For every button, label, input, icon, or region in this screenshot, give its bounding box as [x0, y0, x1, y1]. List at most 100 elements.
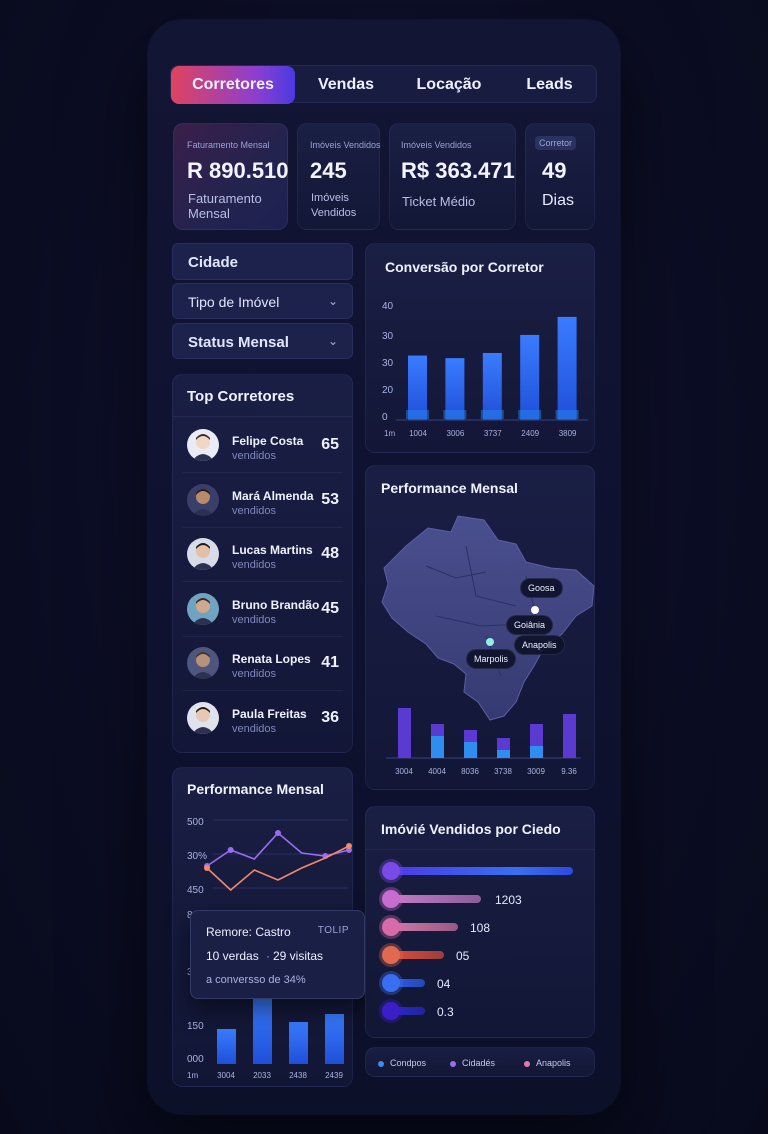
city-bar[interactable]: [388, 951, 444, 959]
tooltip-conversion: a conversso de 34%: [206, 974, 306, 986]
bar-base: [480, 410, 504, 419]
kpi-value: 245: [310, 158, 347, 183]
x-tick-label: 2409: [521, 429, 539, 438]
broker-row[interactable]: Mará Almenda vendidos 53: [173, 474, 353, 528]
city-bar-dot: [382, 862, 400, 880]
tab-vendas[interactable]: Vendas: [317, 76, 375, 93]
map-pin[interactable]: [531, 606, 539, 614]
legend-dot: [378, 1060, 384, 1067]
broker-sub: vendidos: [232, 722, 277, 735]
bar[interactable]: [253, 999, 272, 1064]
divider: [366, 849, 594, 850]
y-tick-label: 20: [382, 385, 394, 396]
bar-segment[interactable]: [464, 742, 477, 758]
tab-corretores[interactable]: Corretores: [171, 66, 295, 104]
divider: [183, 635, 343, 637]
conversion-bar-chart: 40 30 30 20 0 1004 3006 3737 2409 3809 1m: [382, 301, 588, 438]
kpi-sub: Ticket Médio: [402, 194, 476, 209]
broker-row[interactable]: Renata Lopes vendidos 41: [173, 637, 353, 691]
legend-label: Anapolis: [536, 1058, 571, 1068]
divider: [173, 416, 352, 417]
series-line[interactable]: [206, 845, 350, 892]
legend-item[interactable]: Condpos: [378, 1058, 426, 1068]
broker-name: Renata Lopes: [232, 652, 311, 666]
bar[interactable]: [482, 352, 502, 420]
map-shape: [381, 515, 595, 721]
broker-row[interactable]: Lucas Martins vendidos 48: [173, 528, 353, 582]
kpi-card-ticket[interactable]: Imóveis Vendidos R$ 363.471 Ticket Médio: [389, 123, 516, 230]
map-label-anapolis[interactable]: Anapolis: [514, 635, 565, 655]
divider: [183, 690, 343, 691]
chevron-down-icon: ⌄: [327, 294, 338, 308]
kpi-value: 49: [542, 158, 567, 183]
monthly-stacked-bar-chart: 3004 4004 8036 3738 3009 9.36: [386, 708, 581, 776]
bar[interactable]: [217, 1029, 236, 1064]
broker-count: 48: [321, 545, 339, 562]
legend-item[interactable]: Cidadés: [450, 1058, 495, 1068]
bar[interactable]: [445, 358, 465, 420]
top-brokers-title: Top Corretores: [187, 388, 295, 405]
broker-row[interactable]: Paula Freitas vendidos 36: [173, 692, 353, 746]
city-filter[interactable]: Cidade: [172, 243, 353, 280]
top-brokers-panel: Top Corretores Felipe Costa vendidos 65 Mar…: [172, 374, 353, 753]
kpi-sub: Dias: [542, 192, 575, 209]
series-point[interactable]: [204, 865, 210, 871]
city-bar-value: 04: [437, 977, 451, 991]
map-pin[interactable]: [486, 638, 494, 646]
y-tick-label: 000: [187, 1054, 204, 1065]
city-bar[interactable]: [388, 1007, 425, 1015]
x-tick-label: 3809: [559, 429, 577, 438]
city-bar[interactable]: [388, 867, 573, 875]
map-label-goosa[interactable]: Goosa: [520, 578, 563, 598]
city-bar-dot: [382, 974, 400, 992]
kpi-card-revenue[interactable]: Faturamento Mensal R 890.510 Faturamento…: [173, 123, 289, 230]
city-bar[interactable]: [388, 895, 481, 903]
tab-bar: Corretores Vendas Locação Leads: [170, 65, 597, 104]
x-tick-label: 2438: [289, 1071, 307, 1080]
y-tick-label: 500: [187, 817, 204, 828]
conversion-chart-panel: Conversão por Corretor 40 30 30 20 0 1004 3006…: [365, 243, 595, 453]
city-bar-value: 108: [470, 921, 491, 935]
legend-item[interactable]: Anapolis: [524, 1058, 571, 1068]
x-start-label: 1m: [384, 429, 395, 438]
broker-count: 41: [321, 654, 339, 671]
bar[interactable]: [557, 316, 577, 420]
series-point[interactable]: [346, 843, 352, 849]
map-label-goiania[interactable]: Goiânia: [506, 615, 554, 635]
bar[interactable]: [398, 708, 411, 758]
bar-segment[interactable]: [431, 736, 444, 758]
bar[interactable]: [289, 1022, 308, 1064]
bar[interactable]: [563, 714, 576, 758]
map-label-marpolis[interactable]: Marpolis: [466, 649, 517, 669]
property-type-select[interactable]: Tipo de Imóvel ⌄: [172, 283, 353, 319]
bar-segment[interactable]: [530, 746, 543, 758]
kpi-label: Imóveis Vendidos: [401, 140, 472, 150]
kpi-card-days[interactable]: Corretor 49 Dias: [525, 123, 595, 230]
bar-segment[interactable]: [497, 750, 510, 758]
tooltip-tag: TOLIP: [317, 925, 349, 936]
city-bar[interactable]: [388, 923, 458, 931]
broker-row[interactable]: Felipe Costa vendidos 65: [173, 419, 353, 473]
tab-leads[interactable]: Leads: [526, 76, 573, 93]
map-performance-panel: Performance Mensal Goosa Goiânia Anapoli…: [365, 465, 595, 790]
series-point[interactable]: [227, 847, 234, 853]
broker-row[interactable]: Bruno Brandão vendidos 45: [173, 583, 353, 637]
chevron-down-icon: ⌄: [327, 334, 338, 348]
city-bar-value: 1203: [495, 893, 522, 907]
broker-count: 53: [321, 490, 339, 508]
kpi-card-sold[interactable]: Imóveis Vendidos 245 Imóveis Vendidos: [297, 123, 381, 230]
bar[interactable]: [325, 1014, 344, 1064]
broker-name: Felipe Costa: [232, 434, 304, 448]
divider: [183, 581, 343, 582]
avatar: [187, 483, 219, 516]
broker-sub: vendidos: [232, 668, 277, 680]
bar[interactable]: [520, 334, 540, 420]
x-tick-label: 2439: [325, 1071, 343, 1080]
status-select[interactable]: Status Mensal ⌄: [172, 323, 353, 359]
bar[interactable]: [408, 355, 427, 420]
tab-locacao[interactable]: Locação: [416, 76, 482, 93]
city-bar[interactable]: [388, 979, 425, 987]
series-point[interactable]: [275, 830, 281, 836]
broker-name: Bruno Brandão: [232, 597, 320, 612]
y-tick-label: 150: [187, 1021, 204, 1032]
